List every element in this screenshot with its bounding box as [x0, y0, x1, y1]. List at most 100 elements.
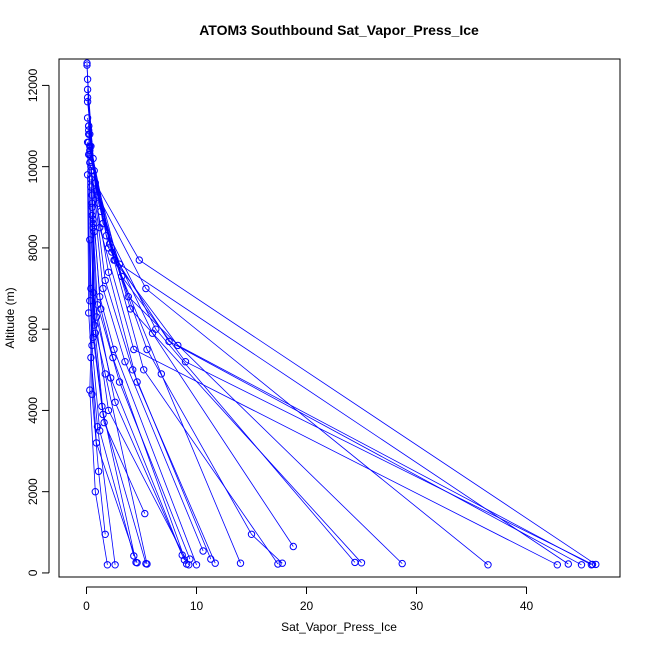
data-point: [111, 256, 119, 264]
series-line: [88, 125, 190, 565]
series-line: [87, 174, 138, 563]
data-point: [86, 142, 94, 151]
series-line: [91, 215, 146, 514]
data-point: [553, 561, 561, 569]
data-point: [199, 547, 207, 555]
series-line: [89, 150, 279, 565]
data-point: [592, 560, 600, 569]
plot-frame: [58, 58, 621, 578]
y-tick-label: 6000: [26, 316, 40, 343]
y-tick-label: 4000: [26, 397, 40, 424]
data-point: [88, 390, 96, 398]
series-line: [91, 195, 187, 565]
series-15: [86, 158, 219, 567]
data-point: [111, 398, 119, 406]
series-8: [85, 122, 406, 568]
data-point: [278, 559, 286, 567]
data-point: [142, 284, 150, 293]
x-tick-label: 10: [190, 599, 204, 613]
data-point: [135, 256, 144, 264]
series-23: [88, 211, 149, 518]
data-point: [247, 530, 256, 538]
data-point: [398, 559, 406, 568]
data-point: [104, 268, 113, 276]
data-point: [101, 370, 109, 378]
data-point: [207, 555, 215, 563]
data-point: [86, 297, 94, 305]
data-point: [185, 561, 193, 569]
x-tick-label: 0: [83, 599, 90, 613]
data-point: [133, 378, 141, 386]
y-axis: 0 2000 4000 6000 8000 10000 12000: [26, 68, 50, 576]
data-point: [89, 288, 97, 297]
data-point: [140, 366, 148, 374]
series-line: [87, 142, 147, 564]
series-20: [88, 191, 191, 568]
data-point: [85, 309, 93, 317]
data-point: [192, 561, 201, 569]
y-tick-label: 12000: [26, 68, 40, 102]
chart-title: ATOM3 Southbound Sat_Vapor_Press_Ice: [199, 22, 479, 38]
data-point: [99, 284, 107, 293]
series-2: [83, 61, 586, 569]
data-point: [83, 114, 92, 122]
data-point: [86, 146, 94, 155]
data-point: [94, 467, 103, 476]
data-point: [83, 61, 91, 69]
x-tick-label: 20: [300, 599, 314, 613]
data-point: [97, 305, 105, 313]
series-6: [83, 98, 572, 568]
data-point: [103, 561, 112, 569]
data-point: [148, 329, 157, 337]
data-point: [484, 561, 492, 569]
x-tick-label: 40: [520, 599, 534, 613]
y-tick-label: 2000: [26, 478, 40, 505]
series-line: [89, 239, 106, 535]
series-29: [85, 122, 193, 569]
data-point: [577, 561, 586, 569]
data-point: [174, 341, 182, 350]
series-line: [88, 130, 362, 564]
data-point: [130, 345, 138, 354]
data-point: [83, 171, 92, 179]
x-axis-label: Sat_Vapor_Press_Ice: [281, 620, 397, 634]
data-point: [236, 559, 245, 567]
series-line: [91, 203, 183, 556]
series-4: [83, 85, 597, 569]
series-line: [89, 154, 241, 564]
series-1: [83, 59, 561, 569]
y-tick-label: 10000: [26, 150, 40, 184]
series-line: [89, 231, 108, 565]
data-point: [108, 248, 116, 256]
data-point: [111, 561, 119, 569]
data-point: [142, 559, 150, 568]
series-11: [85, 138, 297, 551]
data-point: [88, 191, 96, 199]
series-line: [87, 101, 569, 565]
data-point: [109, 353, 117, 362]
data-point: [104, 406, 113, 415]
data-point: [157, 370, 166, 378]
data-point: [83, 75, 92, 84]
data-point: [93, 423, 102, 431]
series-line: [86, 65, 582, 566]
data-point: [564, 560, 572, 568]
series-line: [88, 142, 294, 547]
series-14: [86, 150, 245, 567]
data-point: [351, 558, 359, 567]
data-point: [83, 138, 92, 147]
data-point: [86, 158, 94, 167]
series-line: [89, 162, 216, 564]
x-tick-label: 30: [410, 599, 424, 613]
series-32: [83, 171, 141, 567]
data-point: [133, 559, 141, 567]
data-point: [92, 439, 101, 447]
series-30: [83, 138, 150, 568]
data-point: [211, 559, 219, 567]
y-tick-label: 8000: [26, 234, 40, 261]
data-point: [85, 150, 93, 159]
y-tick-label: 0: [26, 569, 40, 576]
data-point: [96, 427, 104, 435]
data-point: [87, 284, 95, 293]
